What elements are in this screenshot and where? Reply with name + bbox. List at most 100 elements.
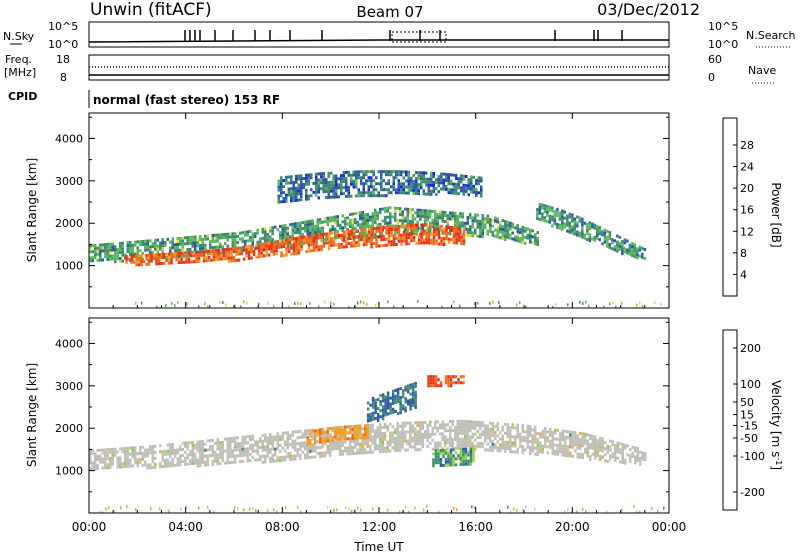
velocity-cell [96, 448, 99, 452]
power-cell [256, 228, 259, 232]
power-cell [452, 185, 455, 189]
velocity-cell [216, 453, 219, 457]
power-cell [611, 247, 614, 251]
power-cell [392, 240, 396, 244]
power-cell [332, 189, 335, 193]
velocity-cell [384, 401, 387, 405]
velocity-cell [206, 454, 209, 458]
power-cell [335, 183, 338, 187]
velocity-cell [144, 460, 147, 464]
power-cell [94, 256, 97, 259]
power-cell [204, 246, 207, 250]
power-cell [395, 228, 398, 231]
power-cell [496, 235, 499, 239]
power-cell [244, 242, 247, 246]
velocity-cell [416, 448, 419, 452]
power-cell [524, 235, 527, 239]
power-cell [290, 175, 293, 179]
power-cell [421, 209, 424, 212]
velocity-cell [379, 444, 382, 448]
velocity-cell [494, 434, 497, 438]
power-cell [360, 176, 363, 180]
power-cell [337, 195, 340, 199]
power-cell [286, 235, 289, 239]
velocity-cell [331, 426, 334, 430]
velocity-cell [274, 447, 277, 451]
velocity-cell [399, 399, 402, 403]
velocity-cell [601, 440, 604, 444]
velocity-cell [389, 422, 392, 426]
velocity-cell [274, 435, 277, 439]
power-cell [371, 215, 374, 219]
power-cell [336, 236, 339, 240]
velocity-cell [462, 453, 465, 457]
power-cell [370, 245, 373, 249]
power-cell [415, 223, 418, 227]
velocity-cell [431, 432, 434, 436]
power-cell [151, 242, 154, 246]
power-cell [219, 245, 222, 249]
velocity-cell [294, 454, 297, 458]
power-cell [347, 188, 350, 192]
velocity-cell [339, 434, 342, 438]
power-cell [322, 181, 325, 185]
power-cell [375, 244, 378, 248]
velocity-cell [579, 446, 582, 450]
power-cell [548, 208, 552, 212]
velocity-cell [459, 419, 462, 423]
velocity-cell [456, 440, 459, 444]
power-cell [563, 225, 567, 229]
power-cell [601, 230, 604, 234]
velocity-cell [457, 454, 460, 458]
velocity-cell [449, 435, 452, 439]
velocity-cell [251, 449, 254, 453]
power-cell [180, 251, 183, 255]
power-cell [186, 236, 189, 240]
velocity-cell [99, 448, 102, 452]
power-cell [282, 179, 285, 183]
power-cell [282, 245, 286, 248]
power-cell [199, 244, 202, 248]
velocity-cell [101, 466, 104, 470]
power-cell [139, 249, 142, 253]
velocity-cell [396, 439, 399, 443]
velocity-cell [226, 443, 229, 447]
power-cell [325, 187, 328, 190]
power-cell [581, 223, 584, 227]
power-cell [360, 191, 363, 195]
power-cell [295, 192, 298, 196]
velocity-cell [466, 435, 469, 439]
power-cell [244, 239, 247, 243]
velocity-noise-cell [567, 508, 569, 512]
power-cell [481, 223, 484, 227]
power-cell [432, 181, 435, 184]
power-cell [541, 212, 544, 216]
power-cell [480, 185, 483, 189]
power-cell [511, 225, 514, 229]
velocity-cell [159, 462, 162, 466]
power-cell [104, 252, 107, 256]
velocity-cell [476, 420, 479, 424]
velocity-cell [386, 446, 389, 450]
velocity-noise-cell [387, 508, 389, 512]
velocity-cell [499, 431, 502, 435]
power-cell [387, 182, 390, 186]
power-cell [400, 191, 403, 195]
power-cell [377, 191, 380, 195]
power-cell [332, 183, 335, 187]
velocity-cell [399, 405, 402, 409]
velocity-cell [454, 381, 458, 385]
power-cell [271, 229, 274, 233]
velocity-cell [189, 450, 192, 454]
power-cell [330, 183, 333, 187]
power-cell [231, 244, 234, 248]
velocity-cell [341, 443, 344, 447]
power-cell [524, 241, 527, 245]
velocity-cell [421, 433, 424, 436]
velocity-cell [566, 454, 569, 458]
power-cell [390, 234, 393, 238]
velocity-cell [151, 457, 154, 461]
power-cell [317, 196, 320, 200]
power-cell [402, 170, 405, 174]
power-cell [475, 182, 478, 185]
